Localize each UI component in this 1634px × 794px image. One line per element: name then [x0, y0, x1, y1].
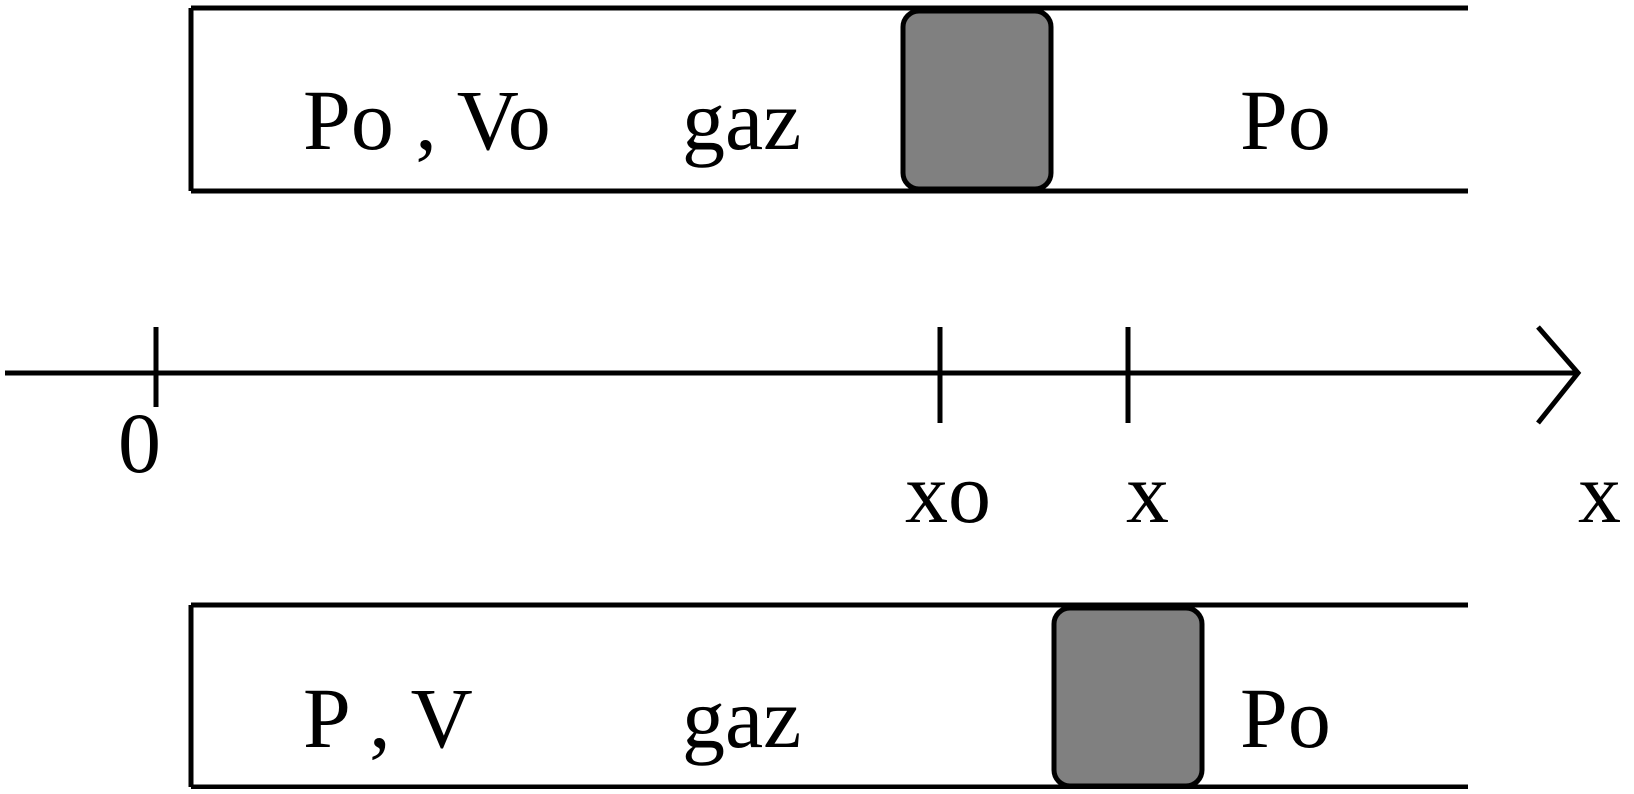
- axis-arrowhead: [1536, 325, 1582, 425]
- bottom-cylinder: [188, 602, 1468, 790]
- bottom-outside-pressure-label: Po: [1240, 670, 1331, 766]
- bottom-piston: [1051, 605, 1205, 789]
- x-position-label: x: [1126, 445, 1169, 541]
- bottom-gas-label: gaz: [682, 670, 802, 766]
- bottom-gas-state-label: P , V: [303, 670, 473, 766]
- x0-label: xo: [905, 445, 991, 541]
- origin-label: 0: [118, 395, 161, 491]
- top-gas-label: gaz: [682, 72, 802, 168]
- top-gas-state-label: Po , Vo: [303, 72, 551, 168]
- top-piston: [900, 8, 1054, 192]
- axis-name-label: x: [1578, 445, 1621, 541]
- top-outside-pressure-label: Po: [1240, 72, 1331, 168]
- x-axis: [5, 325, 1582, 425]
- top-cylinder: [188, 5, 1468, 194]
